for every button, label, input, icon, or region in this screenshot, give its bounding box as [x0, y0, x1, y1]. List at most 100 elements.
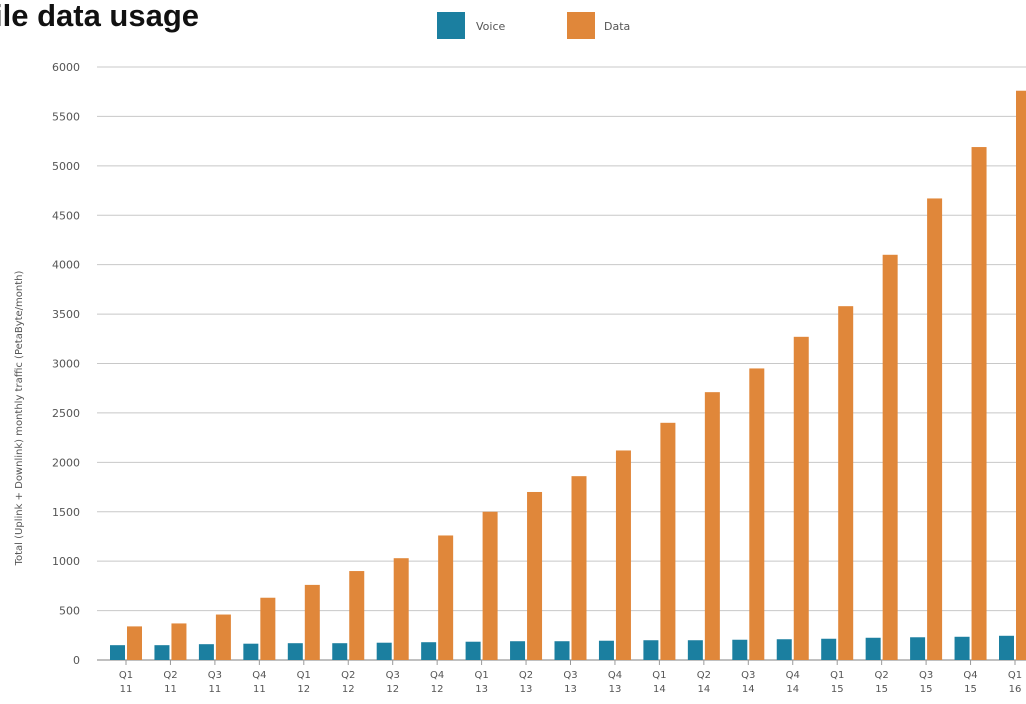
x-tick-label-quarter: Q3 — [919, 670, 933, 681]
y-tick-label: 4500 — [52, 209, 80, 222]
x-tick-label-year: 15 — [920, 684, 933, 695]
x-tick-label-quarter: Q2 — [163, 670, 177, 681]
x-tick-label-quarter: Q3 — [563, 670, 577, 681]
x-tick-label-year: 11 — [209, 684, 222, 695]
x-tick-label-quarter: Q1 — [297, 670, 311, 681]
legend-label-voice: Voice — [476, 20, 506, 33]
bar-data — [304, 584, 320, 660]
x-tick-label-year: 15 — [831, 684, 844, 695]
y-tick-label: 2000 — [52, 456, 80, 469]
bar-data — [438, 535, 454, 660]
bar-data — [882, 254, 898, 661]
x-tick-label-quarter: Q4 — [430, 670, 444, 681]
bar-voice — [687, 640, 703, 660]
bar-data — [349, 571, 365, 660]
bar-voice — [465, 641, 481, 660]
x-tick-label-year: 14 — [653, 684, 666, 695]
bar-voice — [598, 640, 614, 660]
x-tick-label-year: 12 — [342, 684, 355, 695]
y-axis-ticks: 0 500 1000 1500 2000 2500 3000 3500 4000 4500 5000… — [52, 61, 80, 667]
x-tick-label-quarter: Q4 — [963, 670, 977, 681]
bar-data — [215, 614, 231, 660]
x-axis-ticks: Q1 11 Q2 11 Q3 11 Q4 11 Q1 12 Q2 12 Q3 12 Q4 12 Q1 13 Q2 13… — [119, 660, 1022, 695]
y-tick-label: 0 — [73, 654, 80, 667]
x-tick-label-year: 13 — [564, 684, 577, 695]
y-tick-label: 3500 — [52, 308, 80, 321]
bar-data — [260, 597, 276, 660]
x-tick-label-quarter: Q1 — [119, 670, 133, 681]
legend: Voice Data — [437, 12, 630, 39]
bar-data — [704, 392, 720, 660]
bar-voice — [421, 642, 437, 660]
bar-voice — [154, 645, 170, 660]
x-tick-label-year: 12 — [386, 684, 399, 695]
x-tick-label-quarter: Q3 — [208, 670, 222, 681]
bar-data — [393, 558, 409, 660]
bar-voice — [110, 645, 125, 660]
bar-data — [927, 198, 943, 660]
bar-voice — [554, 641, 570, 660]
bar-voice — [910, 637, 926, 660]
x-tick-label-year: 15 — [964, 684, 977, 695]
x-tick-label-year: 16 — [1009, 684, 1022, 695]
legend-label-data: Data — [604, 20, 630, 33]
bar-voice — [510, 641, 526, 660]
y-axis-label: Total (Uplink + Downlink) monthly traffi… — [14, 271, 25, 567]
y-tick-label: 500 — [59, 605, 80, 618]
gridlines — [97, 66, 1026, 661]
y-tick-label: 6000 — [52, 61, 80, 74]
x-tick-label-year: 14 — [697, 684, 710, 695]
x-tick-label-year: 15 — [875, 684, 888, 695]
x-tick-label-quarter: Q2 — [519, 670, 533, 681]
bar-data — [171, 623, 187, 660]
x-tick-label-year: 12 — [431, 684, 444, 695]
x-tick-label-year: 11 — [164, 684, 177, 695]
y-tick-label: 3000 — [52, 358, 80, 371]
y-tick-label: 5500 — [52, 110, 80, 123]
bar-voice — [821, 638, 837, 660]
x-tick-label-quarter: Q3 — [741, 670, 755, 681]
bar-voice — [332, 643, 348, 660]
x-tick-label-year: 13 — [609, 684, 622, 695]
x-tick-label-quarter: Q4 — [252, 670, 266, 681]
x-tick-label-year: 11 — [120, 684, 133, 695]
bar-voice — [287, 643, 303, 660]
bar-data — [1016, 90, 1026, 661]
bar-data — [571, 476, 587, 660]
x-tick-label-year: 12 — [297, 684, 310, 695]
bar-data — [660, 422, 676, 660]
x-tick-label-quarter: Q4 — [786, 670, 800, 681]
y-tick-label: 2500 — [52, 407, 80, 420]
chart-title: ile data usage — [0, 0, 200, 33]
x-tick-label-quarter: Q2 — [875, 670, 889, 681]
y-tick-label: 1000 — [52, 555, 80, 568]
bar-voice — [732, 639, 748, 660]
bar-data — [838, 306, 854, 660]
bars — [110, 90, 1026, 661]
bar-data — [482, 511, 498, 660]
x-tick-label-year: 11 — [253, 684, 266, 695]
bar-data — [749, 368, 765, 660]
bar-voice — [954, 636, 970, 660]
legend-swatch-data — [567, 12, 595, 39]
y-tick-label: 1500 — [52, 506, 80, 519]
bar-data — [971, 147, 987, 660]
x-tick-label-year: 13 — [475, 684, 488, 695]
bar-voice — [198, 644, 214, 660]
x-tick-label-quarter: Q3 — [386, 670, 400, 681]
bar-voice — [776, 639, 792, 660]
x-tick-label-quarter: Q1 — [830, 670, 844, 681]
x-tick-label-quarter: Q2 — [697, 670, 711, 681]
x-tick-label-quarter: Q4 — [608, 670, 622, 681]
y-tick-label: 4000 — [52, 259, 80, 272]
bar-voice — [376, 642, 392, 660]
legend-swatch-voice — [437, 12, 465, 39]
bar-data — [127, 626, 142, 660]
x-tick-label-quarter: Q1 — [1008, 670, 1022, 681]
bar-data — [793, 336, 809, 660]
bar-voice — [243, 643, 259, 660]
x-tick-label-quarter: Q1 — [652, 670, 666, 681]
x-tick-label-year: 14 — [786, 684, 799, 695]
x-tick-label-quarter: Q1 — [474, 670, 488, 681]
